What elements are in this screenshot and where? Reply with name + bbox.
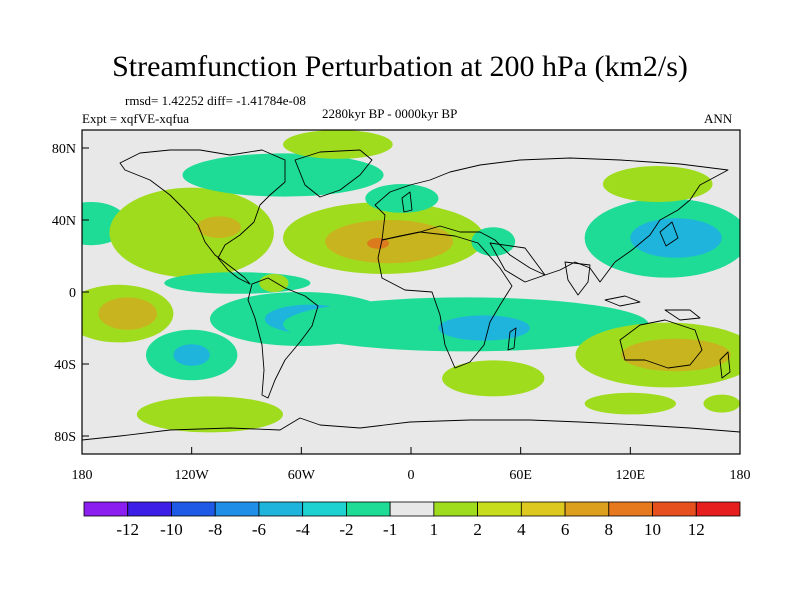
colorbar-label: -4: [296, 520, 311, 539]
colorbar-label: -8: [208, 520, 222, 539]
colorbar-label: 4: [517, 520, 526, 539]
contour-region-5: [182, 153, 384, 197]
colorbar-swatch: [520, 501, 566, 517]
contour-region-8: [325, 220, 454, 264]
colorbar-swatch: [608, 501, 653, 517]
colorbar-swatch: [695, 501, 741, 517]
colorbar-swatch: [171, 501, 216, 517]
coast-australia: [619, 319, 703, 369]
coast-africa: [377, 231, 513, 369]
colorbar-label: -10: [160, 520, 183, 539]
contour-region-14: [173, 344, 210, 366]
contour-region-6: [283, 130, 393, 159]
lon-tick-label: 120W: [175, 468, 210, 483]
lat-tick-label: 80S: [54, 430, 76, 445]
colorbar-swatch: [564, 501, 610, 517]
season-label: ANN: [704, 111, 733, 126]
coast-greenland: [294, 149, 373, 198]
colorbar-label: -6: [252, 520, 266, 539]
experiment-label: Expt = xqfVE-xqfua: [82, 111, 189, 126]
coast-britain: [401, 191, 413, 213]
lon-tick-label: 60E: [509, 468, 532, 483]
colorbar-label: 6: [561, 520, 570, 539]
contour-region-4: [259, 274, 289, 292]
colorbar-swatch: [258, 501, 304, 517]
lat-tick-label: 0: [69, 286, 76, 301]
contour-region-18: [438, 315, 530, 341]
coast-north-america: [119, 149, 286, 285]
colorbar-label: 12: [688, 520, 705, 539]
colorbar-label: 1: [430, 520, 439, 539]
lon-tick-label: 0: [408, 468, 415, 483]
colorbar-label: -2: [339, 520, 353, 539]
lon-tick-label: 60W: [288, 468, 316, 483]
contour-region-24: [703, 394, 740, 413]
lon-tick-label: 120E: [616, 468, 646, 483]
colorbar-swatch: [214, 501, 260, 517]
coast-eurasia: [374, 157, 729, 283]
contour-fields: [82, 130, 740, 433]
contour-region-27: [602, 166, 713, 202]
contour-region-9: [367, 238, 390, 249]
contour-region-2: [197, 216, 242, 238]
colorbar-swatch: [345, 501, 391, 517]
contour-region-28: [471, 227, 516, 256]
contour-region-12: [98, 297, 157, 330]
coast-madagascar: [507, 327, 517, 351]
colorbar-swatch: [652, 501, 697, 517]
coast-indonesia: [604, 295, 641, 307]
contour-region-26: [630, 218, 722, 258]
colorbar-swatch: [477, 501, 522, 517]
axis-ticks: 80N 40N 0 40S 80S 180 120W 60W 0 60E 120E 180: [52, 142, 751, 483]
lon-tick-label: 180: [730, 468, 751, 483]
coast-india: [564, 261, 591, 296]
contour-region-20: [442, 360, 545, 397]
colorbar-swatch: [83, 501, 129, 517]
period-label: 2280kyr BP - 0000kyr BP: [322, 106, 458, 121]
contour-region-1: [109, 187, 274, 278]
colorbar-label: -12: [116, 520, 139, 539]
colorbar: -12 -10 -8 -6 -4 -2 -1 1 2 4 6 8 10 12: [83, 501, 741, 539]
colorbar-swatch: [127, 501, 172, 517]
colorbar-swatch: [389, 501, 435, 517]
lat-tick-label: 40S: [54, 358, 76, 373]
colorbar-swatch: [433, 501, 479, 517]
colorbar-label: 2: [473, 520, 482, 539]
plot-title: Streamfunction Perturbation at 200 hPa (…: [112, 50, 688, 83]
lat-tick-label: 80N: [52, 142, 76, 157]
coast-antarctica: [82, 417, 740, 441]
contour-region-23: [584, 392, 677, 415]
colorbar-label: 10: [644, 520, 661, 539]
coast-arabia: [489, 242, 546, 283]
lon-tick-label: 180: [72, 468, 93, 483]
colorbar-label: 8: [605, 520, 614, 539]
rmsd-stats: rmsd= 1.42252 diff= -1.41784e-08: [125, 93, 306, 108]
coast-japan: [659, 221, 679, 247]
colorbar-swatch: [302, 501, 347, 517]
coast-new-zealand: [719, 351, 731, 379]
coastlines: [82, 149, 740, 441]
coast-new-guinea: [664, 309, 701, 321]
contour-region-22: [621, 338, 731, 372]
lat-tick-label: 40N: [52, 214, 76, 229]
colorbar-label: -1: [383, 520, 397, 539]
contour-region-19: [136, 396, 284, 433]
contour-region-3: [164, 272, 311, 294]
coast-south-america: [247, 277, 319, 399]
